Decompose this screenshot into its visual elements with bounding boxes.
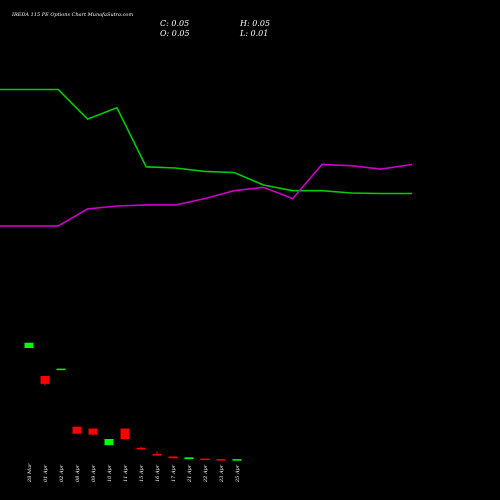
x-tick-label: 23 Apr bbox=[219, 464, 225, 483]
open-value: O: 0.05 bbox=[160, 29, 190, 38]
x-axis-labels: 28 Mar 01 Apr 02 Apr 08 Apr 09 Apr 10 Apr 11 A… bbox=[27, 463, 241, 483]
x-tick-label: 01 Apr bbox=[43, 464, 49, 482]
candle-22-apr bbox=[200, 458, 210, 461]
candle-body bbox=[184, 457, 194, 460]
candle-15-apr bbox=[136, 446, 146, 450]
x-tick-label: 21 Apr bbox=[187, 464, 193, 483]
ohlc-header: C: 0.05 H: 0.05 O: 0.05 L: 0.01 bbox=[160, 19, 270, 38]
candle-body bbox=[56, 368, 66, 371]
candle-02-apr bbox=[56, 368, 66, 371]
close-value: C: 0.05 bbox=[160, 19, 189, 28]
x-tick-label: 16 Apr bbox=[155, 464, 161, 482]
candle-body bbox=[216, 459, 226, 461]
candle-body bbox=[168, 456, 178, 459]
candle-body bbox=[40, 376, 50, 384]
x-tick-label: 28 Mar bbox=[27, 463, 33, 483]
x-tick-label: 17 Apr bbox=[171, 464, 177, 482]
candle-body bbox=[24, 342, 34, 348]
candle-10-apr bbox=[104, 439, 114, 446]
low-value: L: 0.01 bbox=[239, 29, 268, 38]
x-tick-label: 02 Apr bbox=[59, 464, 65, 482]
indicator-lines bbox=[0, 88, 413, 227]
x-tick-label: 09 Apr bbox=[91, 464, 97, 482]
candle-body bbox=[136, 447, 146, 450]
candle-body bbox=[88, 428, 98, 435]
candle-08-apr bbox=[72, 426, 82, 434]
candle-body bbox=[120, 428, 130, 439]
candle-11-apr bbox=[120, 428, 130, 440]
x-tick-label: 22 Apr bbox=[203, 464, 209, 483]
chart-title: IREDA 115 PE Options Chart MunafaSutra.c… bbox=[11, 12, 133, 18]
x-tick-label: 11 Apr bbox=[123, 464, 129, 482]
candle-body bbox=[232, 459, 242, 461]
candle-16-apr bbox=[152, 451, 162, 456]
x-tick-label: 10 Apr bbox=[107, 464, 113, 482]
candle-body bbox=[104, 439, 114, 446]
candle-body bbox=[200, 458, 210, 461]
candle-body bbox=[72, 426, 82, 434]
x-tick-label: 25 Apr bbox=[235, 464, 241, 483]
candle-09-apr bbox=[88, 428, 98, 436]
candle-17-apr bbox=[168, 456, 178, 459]
candle-body bbox=[152, 453, 162, 456]
candle-28-mar bbox=[24, 342, 34, 348]
indicator-line-2 bbox=[0, 163, 413, 227]
indicator-line-1 bbox=[0, 88, 412, 195]
candle-23-apr bbox=[216, 459, 226, 461]
candle-21-apr bbox=[184, 457, 194, 460]
candle-25-apr bbox=[232, 459, 242, 461]
candle-01-apr bbox=[40, 376, 50, 386]
high-value: H: 0.05 bbox=[239, 19, 270, 28]
candles bbox=[24, 342, 242, 461]
x-tick-label: 15 Apr bbox=[139, 464, 145, 482]
x-tick-label: 08 Apr bbox=[75, 464, 81, 482]
